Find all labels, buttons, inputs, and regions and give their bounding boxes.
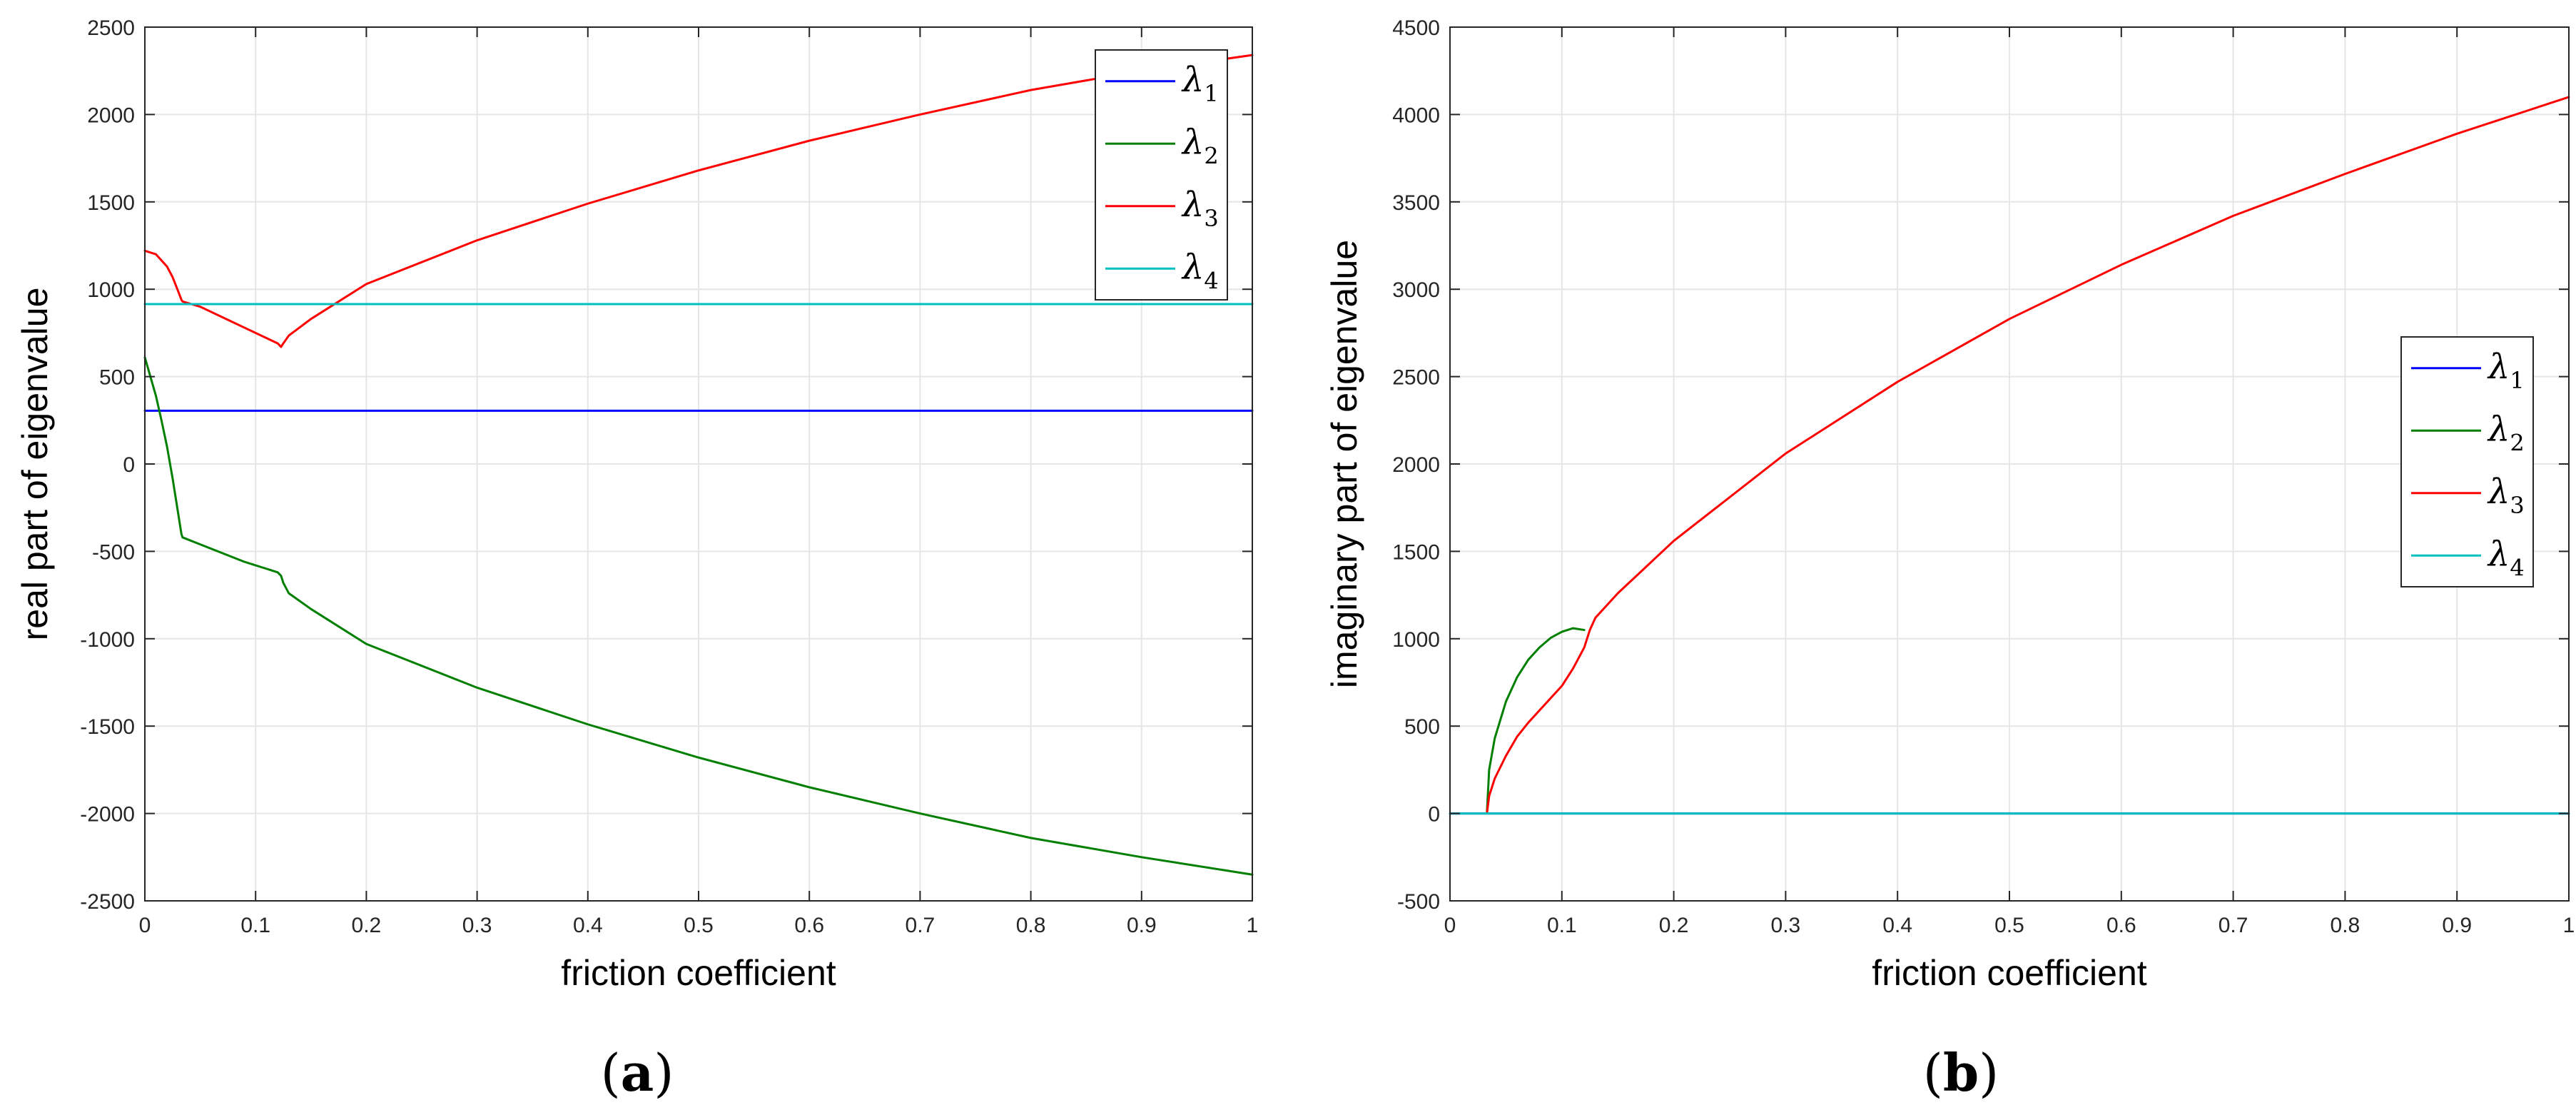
x-tick-label: 0.6 [794, 914, 824, 937]
series-line-λ3 [143, 54, 1254, 348]
x-tick-label: 0.7 [2218, 914, 2248, 937]
y-tick-label: 4000 [1392, 104, 1440, 127]
legend: λ1 λ2 λ3 λ4 [2400, 336, 2534, 587]
y-tick-label: 500 [99, 366, 135, 390]
legend-entry-λ1: λ1 [2487, 347, 2525, 394]
legend-entry-λ4: λ4 [2487, 534, 2525, 581]
y-tick-label: 2500 [87, 16, 135, 40]
y-tick-label: -500 [1397, 890, 1440, 914]
x-tick-label: 0.9 [1127, 914, 1157, 937]
x-tick-label: 0 [1444, 914, 1456, 937]
y-tick-label: -500 [92, 540, 135, 564]
y-tick-label: 2500 [1392, 366, 1440, 390]
x-tick-label: 0.2 [1659, 914, 1689, 937]
y-tick-label: 1500 [87, 191, 135, 215]
legend-box [1095, 49, 1228, 301]
y-axis-label: imaginary part of eigenvalue [1324, 240, 1364, 688]
y-tick-label: -2500 [80, 890, 135, 914]
y-tick-label: 3000 [1392, 278, 1440, 302]
x-tick-label: 0.7 [906, 914, 935, 937]
x-tick-label: 0.2 [352, 914, 382, 937]
x-axis-label: friction coefficient [1872, 953, 2146, 993]
x-tick-label: 0.5 [684, 914, 714, 937]
x-tick-label: 0.9 [2442, 914, 2472, 937]
y-tick-label: -1000 [80, 628, 135, 652]
y-tick-label: 0 [123, 453, 135, 477]
y-tick-label: 1000 [1392, 628, 1440, 652]
y-tick-label: 1500 [1392, 540, 1440, 564]
y-tick-label: 4500 [1392, 16, 1440, 40]
y-tick-label: 3500 [1392, 191, 1440, 215]
series-line-λ2 [143, 356, 1254, 876]
x-tick-label: 0.8 [2331, 914, 2361, 937]
legend-entry-λ1: λ1 [1181, 60, 1219, 107]
panel-a: 0 0.1 0.2 0.3 0.4 0.5 0.6 0.7 0.8 0.9 1 -2500 -2000 -… [0, 0, 1284, 1120]
y-tick-label: 1000 [87, 278, 135, 302]
legend-entry-λ3: λ3 [2487, 472, 2525, 519]
x-tick-label: 0.4 [1882, 914, 1912, 937]
legend-entry-λ3: λ3 [1181, 185, 1219, 232]
series-line-λ2 [1486, 627, 1586, 815]
x-tick-label: 0.8 [1016, 914, 1046, 937]
x-tick-label: 1 [1247, 914, 1259, 937]
x-axis-label: friction coefficient [561, 953, 836, 993]
x-tick-label: 0.1 [240, 914, 270, 937]
y-tick-label: -1500 [80, 715, 135, 739]
legend-box [2400, 336, 2534, 587]
caption-b: (b) [1922, 1042, 1999, 1103]
legend-entry-λ2: λ2 [1181, 122, 1219, 169]
x-tick-label: 0.6 [2106, 914, 2136, 937]
chart-a: 0 0.1 0.2 0.3 0.4 0.5 0.6 0.7 0.8 0.9 1 -2500 -2000 -… [15, 16, 1259, 993]
y-tick-label: 0 [1428, 803, 1440, 827]
y-tick-label: -2000 [80, 803, 135, 827]
y-tick-label: 2000 [1392, 453, 1440, 477]
x-tick-label: 0.1 [1547, 914, 1577, 937]
x-tick-label: 0.5 [1994, 914, 2024, 937]
y-axis-label: real part of eigenvalue [15, 288, 55, 641]
legend-entry-λ2: λ2 [2487, 409, 2525, 456]
series-line-λ3 [1486, 96, 2570, 815]
x-tick-label: 1 [2563, 914, 2575, 937]
y-tick-label: 500 [1404, 715, 1440, 739]
x-tick-label: 0.3 [1771, 914, 1801, 937]
panel-b: 0 0.1 0.2 0.3 0.4 0.5 0.6 0.7 0.8 0.9 1 -500 0 500 100… [1292, 0, 2576, 1120]
chart-b: 0 0.1 0.2 0.3 0.4 0.5 0.6 0.7 0.8 0.9 1-5000500100… [1324, 16, 2575, 993]
x-tick-label: 0.4 [573, 914, 603, 937]
legend-entry-λ4: λ4 [1181, 247, 1219, 294]
legend: λ1 λ2 λ3 λ4 [1095, 49, 1228, 301]
x-tick-label: 0.3 [462, 914, 492, 937]
y-tick-label: 2000 [87, 104, 135, 127]
x-tick-label: 0 [139, 914, 151, 937]
caption-a: (a) [600, 1042, 674, 1103]
